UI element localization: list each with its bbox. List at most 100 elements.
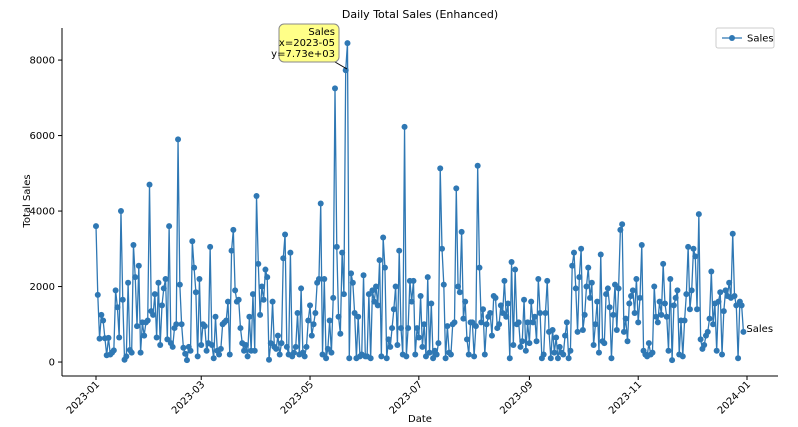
data-point — [565, 355, 572, 362]
data-point — [576, 274, 583, 281]
data-point — [312, 309, 319, 316]
data-point — [679, 353, 686, 360]
data-point — [383, 355, 390, 362]
data-point — [694, 306, 701, 313]
data-point — [308, 332, 315, 339]
data-point — [633, 275, 640, 282]
data-point — [522, 347, 529, 354]
data-point — [690, 245, 697, 252]
data-point — [330, 294, 337, 301]
data-point — [315, 275, 322, 282]
data-point — [191, 264, 198, 271]
data-point — [512, 266, 519, 273]
data-point — [476, 264, 483, 271]
data-point — [397, 325, 404, 332]
data-point — [422, 353, 429, 360]
legend-label: Sales — [747, 34, 774, 45]
data-point — [455, 283, 462, 290]
data-point — [686, 306, 693, 313]
data-point — [588, 279, 595, 286]
x-tick-label: 2023-03 — [170, 379, 207, 416]
data-point — [720, 308, 727, 315]
data-point — [663, 313, 670, 320]
data-point — [255, 260, 262, 267]
data-point — [615, 285, 622, 292]
data-point — [488, 332, 495, 339]
data-point — [164, 336, 171, 343]
data-point — [619, 221, 626, 228]
data-point — [207, 243, 214, 250]
data-point — [453, 185, 460, 192]
data-point — [465, 351, 472, 358]
data-point — [731, 292, 738, 299]
data-point — [669, 357, 676, 364]
data-point — [590, 342, 597, 349]
data-point — [472, 323, 479, 330]
x-axis-label: Date — [408, 414, 432, 425]
data-point — [282, 231, 289, 238]
data-point — [481, 351, 488, 358]
data-point — [241, 347, 248, 354]
data-point — [706, 315, 713, 322]
data-point — [216, 351, 223, 358]
data-point — [287, 249, 294, 256]
data-point — [189, 238, 196, 245]
data-point — [526, 340, 533, 347]
data-point — [217, 345, 224, 352]
end-label: Sales — [746, 324, 773, 335]
data-point — [578, 245, 585, 252]
data-point — [151, 291, 158, 298]
data-point — [517, 343, 524, 350]
data-point — [603, 291, 610, 298]
data-point — [428, 300, 435, 307]
data-point — [110, 347, 117, 354]
data-point — [415, 334, 422, 341]
data-point — [153, 334, 160, 341]
data-point — [622, 315, 629, 322]
data-point — [505, 300, 512, 307]
data-point — [496, 321, 503, 328]
data-point — [433, 351, 440, 358]
data-point — [463, 336, 470, 343]
y-tick-label: 8000 — [30, 56, 55, 67]
data-point — [390, 306, 397, 313]
data-point — [324, 345, 331, 352]
x-tick-label: 2023-05 — [279, 379, 316, 416]
data-point — [572, 285, 579, 292]
data-point — [667, 275, 674, 282]
data-point — [554, 355, 561, 362]
data-point — [610, 311, 617, 318]
data-point — [244, 353, 251, 360]
data-point — [645, 340, 652, 347]
data-point — [141, 332, 148, 339]
data-point — [654, 319, 661, 326]
data-point — [253, 192, 260, 199]
data-point — [260, 296, 267, 303]
data-point — [430, 355, 437, 362]
data-point — [556, 343, 563, 350]
data-point — [531, 313, 538, 320]
data-point — [157, 342, 164, 349]
data-point — [123, 353, 130, 360]
data-point — [421, 321, 428, 328]
data-point — [567, 347, 574, 354]
data-point — [323, 355, 330, 362]
data-point — [98, 311, 105, 318]
data-point — [569, 262, 576, 269]
annotation-text: x=2023-05 — [279, 38, 335, 49]
data-point — [117, 208, 124, 215]
data-point — [713, 347, 720, 354]
data-point — [137, 349, 144, 356]
data-point — [692, 253, 699, 260]
data-point — [544, 277, 551, 284]
data-point — [631, 309, 638, 316]
data-point — [212, 313, 219, 320]
data-point — [499, 309, 506, 316]
data-point — [380, 234, 387, 241]
data-point — [348, 270, 355, 277]
data-point — [708, 268, 715, 275]
data-point — [192, 289, 199, 296]
data-point — [665, 347, 672, 354]
data-point — [710, 321, 717, 328]
data-point — [187, 347, 194, 354]
